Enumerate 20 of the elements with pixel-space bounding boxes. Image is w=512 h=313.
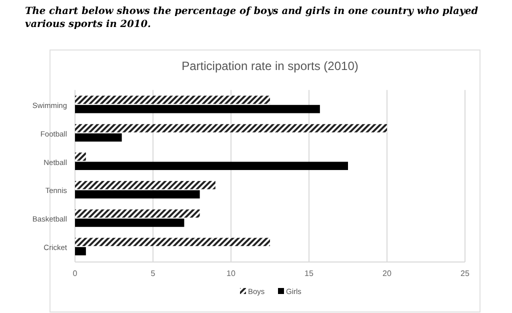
x-tick-label: 25 [460,269,470,278]
bar [75,152,86,161]
x-tick-label: 10 [226,269,236,278]
chart-subtitle: Participation rate in sports (2010) [182,59,358,73]
x-tick-label: 5 [150,269,156,278]
chart-title: The chart below shows the percentage of boys and girls in one country who played various sports in 2010. [25,6,478,30]
x-tick-label: 0 [72,269,78,278]
bar [75,104,320,114]
bar [75,247,86,256]
bar [75,180,216,190]
bar [75,209,200,218]
bar [75,162,348,170]
bar [75,190,200,198]
x-tick-label: 20 [382,269,392,278]
bar [75,218,184,227]
bar [75,238,270,246]
x-tick-label: 15 [304,269,314,278]
bar [75,133,122,142]
bar [75,96,270,104]
bar [75,124,387,132]
